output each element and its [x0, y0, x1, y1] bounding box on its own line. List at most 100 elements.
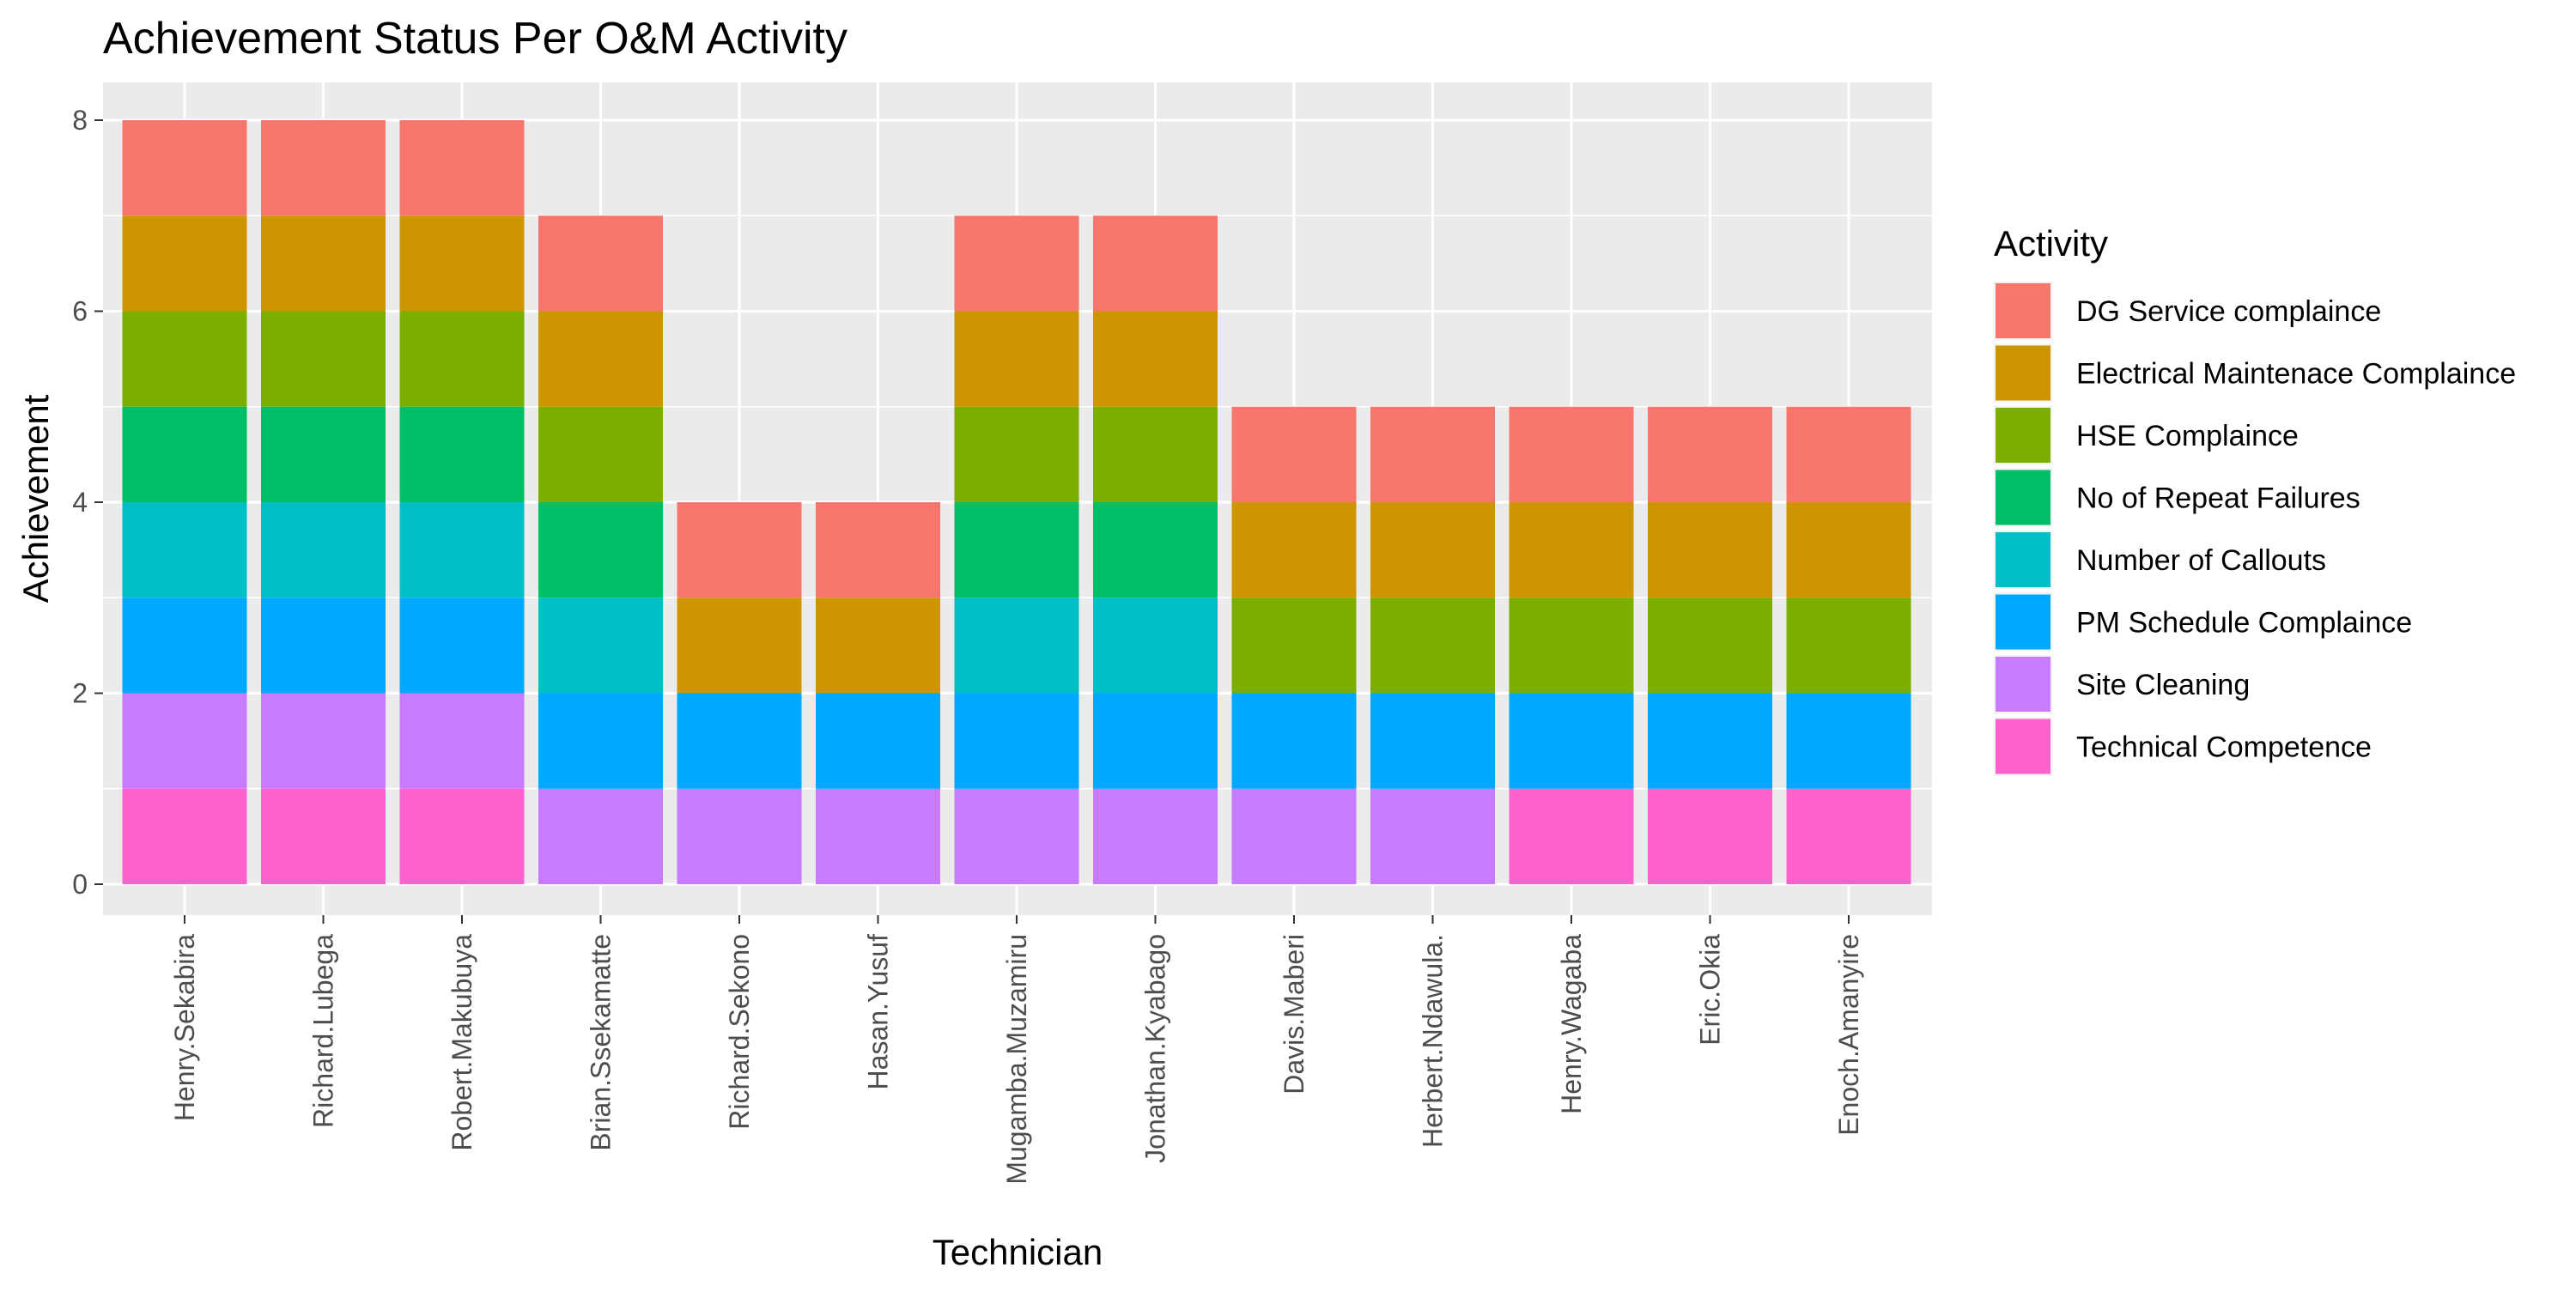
- bar-segment: [1093, 597, 1218, 694]
- bar-segment: [261, 597, 386, 694]
- legend-swatch: [1996, 532, 2050, 587]
- bar-segment: [1509, 597, 1634, 694]
- legend-swatch: [1996, 594, 2050, 650]
- bar-segment: [1093, 311, 1218, 407]
- bar-segment: [1648, 597, 1772, 694]
- bar-segment: [1648, 502, 1772, 598]
- bar-segment: [122, 788, 247, 884]
- bar-segment: [122, 406, 247, 502]
- bar-segment: [1509, 406, 1634, 502]
- legend-swatch: [1996, 657, 2050, 712]
- legend-swatch: [1996, 408, 2050, 463]
- x-tick-label: Hasan.Yusuf: [863, 934, 894, 1090]
- bar-segment: [1509, 788, 1634, 884]
- bar-segment: [1370, 788, 1495, 884]
- bar-segment: [1370, 406, 1495, 502]
- bar-segment: [399, 502, 525, 598]
- y-tick-label: 2: [72, 678, 88, 709]
- bar-segment: [1231, 406, 1357, 502]
- bar-segment: [1786, 502, 1911, 598]
- bar-segment: [538, 597, 663, 694]
- legend-label: PM Schedule Complaince: [2076, 607, 2412, 640]
- bar-segment: [122, 597, 247, 694]
- y-axis: 0 2 4 6 8: [72, 105, 103, 900]
- legend-label: Number of Callouts: [2076, 544, 2326, 577]
- x-tick-label: Eric.Okia: [1695, 934, 1726, 1046]
- bar-segment: [261, 788, 386, 884]
- x-tick-label: Enoch.Amanyire: [1833, 934, 1864, 1136]
- bar-segment: [399, 120, 525, 216]
- bar-segment: [954, 597, 1079, 694]
- bar-segment: [122, 502, 247, 598]
- bar-segment: [1370, 502, 1495, 598]
- bar-segment: [954, 788, 1079, 884]
- legend-swatch: [1996, 345, 2050, 401]
- legend-label: HSE Complaince: [2076, 420, 2299, 452]
- y-tick-label: 0: [72, 869, 88, 900]
- bar-segment: [399, 215, 525, 312]
- x-axis: Henry.Sekabira Richard.Lubega Robert.Makub…: [169, 915, 1864, 1185]
- bar-segment: [1093, 215, 1218, 312]
- bar-segment: [677, 788, 802, 884]
- bar-segment: [261, 502, 386, 598]
- x-tick-label: Henry.Sekabira: [169, 934, 200, 1121]
- bar-segment: [1509, 693, 1634, 789]
- legend-swatch: [1996, 719, 2050, 774]
- x-tick-label: Brian.Ssekamatte: [586, 934, 617, 1151]
- legend-label: Site Cleaning: [2076, 669, 2250, 701]
- bar-segment: [954, 311, 1079, 407]
- bar-segment: [399, 311, 525, 407]
- bar-segment: [677, 597, 802, 694]
- bar-segment: [1231, 597, 1357, 694]
- bar-segment: [954, 215, 1079, 312]
- legend-swatch: [1996, 470, 2050, 525]
- bar-segment: [122, 693, 247, 789]
- bar-segment: [1648, 693, 1772, 789]
- bar-segment: [261, 693, 386, 789]
- bar-segment: [538, 215, 663, 312]
- x-tick-label: Davis.Maberi: [1279, 934, 1309, 1095]
- bar-segment: [399, 406, 525, 502]
- bar-segment: [954, 693, 1079, 789]
- bar-segment: [1093, 406, 1218, 502]
- bar-segment: [1509, 502, 1634, 598]
- legend-title: Activity: [1994, 223, 2108, 264]
- y-axis-title: Achievement: [15, 394, 56, 603]
- bar-segment: [816, 693, 940, 789]
- bar-segment: [122, 120, 247, 216]
- bar-segment: [538, 788, 663, 884]
- bar-segment: [816, 597, 940, 694]
- chart-title: Achievement Status Per O&M Activity: [103, 14, 848, 64]
- x-tick-label: Robert.Makubuya: [447, 934, 477, 1151]
- bar-segment: [261, 120, 386, 216]
- bar-segment: [399, 597, 525, 694]
- bar-segment: [399, 788, 525, 884]
- x-axis-title: Technician: [933, 1232, 1103, 1272]
- bar-segment: [677, 693, 802, 789]
- bar-segment: [538, 502, 663, 598]
- legend-items: DG Service complaince Electrical Maintena…: [1994, 282, 2516, 776]
- x-tick-label: Mugamba.Muzamiru: [1001, 934, 1032, 1185]
- bar-segment: [1648, 788, 1772, 884]
- bar-segment: [1231, 693, 1357, 789]
- legend-label: DG Service complaince: [2076, 295, 2381, 328]
- bar-segment: [1231, 788, 1357, 884]
- bar-segment: [816, 788, 940, 884]
- legend-label: Electrical Maintenace Complaince: [2076, 358, 2516, 391]
- legend-label: No of Repeat Failures: [2076, 482, 2360, 515]
- bar-segment: [1370, 597, 1495, 694]
- bar-segment: [816, 502, 940, 598]
- bar-segment: [261, 311, 386, 407]
- y-tick-label: 6: [72, 296, 88, 327]
- bar-segment: [538, 311, 663, 407]
- legend: Activity DG Service complaince Electrical…: [1994, 223, 2516, 776]
- x-tick-label: Henry.Wagaba: [1556, 934, 1587, 1114]
- y-tick-label: 8: [72, 105, 88, 136]
- x-tick-label: Richard.Sekono: [724, 934, 755, 1130]
- bar-segment: [677, 502, 802, 598]
- legend-swatch: [1996, 283, 2050, 338]
- bar-segment: [538, 406, 663, 502]
- bar-segment: [1786, 693, 1911, 789]
- x-tick-label: Herbert.Ndawula.: [1418, 934, 1449, 1148]
